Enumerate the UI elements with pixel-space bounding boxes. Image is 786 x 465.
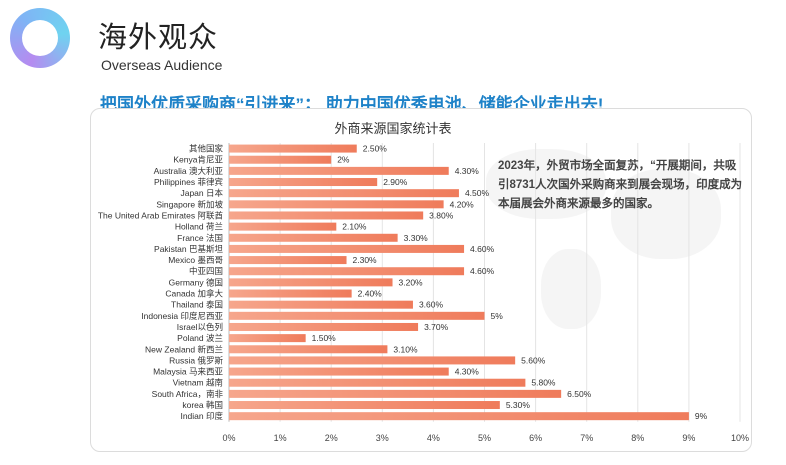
world-map-watermark-icon (541, 249, 601, 329)
data-label: 2.30% (353, 255, 378, 265)
bar (229, 256, 347, 265)
x-tick-label: 9% (682, 433, 695, 443)
bar (229, 178, 378, 187)
category-label: Pakistan 巴基斯坦 (154, 244, 223, 254)
data-label: 4.50% (465, 188, 490, 198)
data-label: 9% (695, 411, 708, 421)
data-label: 3.10% (393, 344, 418, 354)
x-tick-label: 6% (529, 433, 542, 443)
data-label: 1.50% (312, 333, 337, 343)
data-label: 4.60% (470, 266, 495, 276)
bar (229, 200, 444, 209)
data-label: 2.40% (358, 289, 383, 299)
bar (229, 300, 413, 309)
category-label: Germany 德国 (169, 277, 223, 287)
x-tick-label: 0% (222, 433, 235, 443)
bar (229, 233, 398, 242)
category-label: Malaysia 马来西亚 (153, 367, 223, 377)
data-label: 6.50% (567, 389, 592, 399)
category-label: 中亚四国 (189, 266, 223, 276)
bar (229, 189, 459, 198)
category-label: Indian 印度 (180, 411, 223, 421)
bar (229, 222, 337, 231)
data-label: 2.90% (383, 177, 408, 187)
category-label: 其他国家 (189, 144, 224, 154)
world-map-watermark-icon (611, 169, 721, 259)
data-label: 4.30% (455, 166, 480, 176)
bar (229, 356, 516, 365)
category-label: Mexico 墨西哥 (168, 255, 223, 265)
page-subtitle: Overseas Audience (101, 57, 223, 73)
category-label: Indonesia 印度尼西亚 (141, 311, 223, 321)
category-label: Singapore 新加坡 (156, 199, 223, 209)
bar (229, 155, 332, 164)
x-tick-label: 3% (376, 433, 389, 443)
data-label: 4.20% (450, 199, 475, 209)
category-label: New Zealand 新西兰 (145, 344, 223, 354)
data-label: 2.10% (342, 222, 367, 232)
category-label: Poland 波兰 (177, 333, 223, 343)
category-label: Philippines 菲律宾 (154, 177, 223, 187)
data-label: 4.60% (470, 244, 495, 254)
bar (229, 367, 449, 376)
bar (229, 267, 465, 276)
category-label: Australia 澳大利亚 (154, 166, 224, 176)
data-label: 3.70% (424, 322, 449, 332)
x-tick-label: 5% (478, 433, 491, 443)
category-label: Israel以色列 (177, 322, 223, 332)
x-tick-label: 1% (274, 433, 287, 443)
x-tick-label: 2% (325, 433, 338, 443)
world-map-watermark-icon (486, 149, 606, 219)
data-label: 3.30% (404, 233, 429, 243)
x-tick-label: 7% (580, 433, 593, 443)
summary-note: 2023年，外贸市场全面复苏，“开展期间，共吸引8731人次国外采购商来到展会现… (498, 160, 743, 210)
bar (229, 278, 393, 287)
data-label: 3.80% (429, 210, 454, 220)
category-label: Canada 加拿大 (165, 289, 223, 299)
category-label: The United Arab Emirates 阿联酋 (98, 210, 224, 220)
data-label: 5.80% (531, 378, 556, 388)
bar (229, 289, 352, 298)
data-label: 5.60% (521, 355, 546, 365)
data-label: 3.60% (419, 300, 444, 310)
category-label: South Africa，南非 (152, 389, 224, 399)
bar (229, 322, 419, 331)
category-label: Vietnam 越南 (173, 378, 223, 388)
category-label: Holland 荷兰 (175, 222, 223, 232)
bar (229, 412, 689, 421)
bar (229, 401, 500, 410)
bar (229, 334, 306, 343)
bar (229, 244, 465, 253)
chart-card (90, 108, 752, 452)
bar (229, 389, 562, 398)
bar (229, 345, 388, 354)
page-title: 海外观众 (98, 22, 219, 54)
logo-ring-icon (10, 8, 70, 68)
bar (229, 311, 485, 320)
bar (229, 211, 424, 220)
bar (229, 378, 526, 387)
data-label: 4.30% (455, 367, 480, 377)
bar (229, 166, 449, 175)
category-label: Japan 日本 (180, 188, 223, 198)
data-label: 5.30% (506, 400, 531, 410)
data-label: 5% (491, 311, 504, 321)
x-tick-label: 8% (631, 433, 644, 443)
x-tick-label: 10% (731, 433, 749, 443)
category-label: France 法国 (177, 233, 223, 243)
category-label: Thailand 泰国 (171, 300, 223, 310)
category-label: Kenya肯尼亚 (173, 155, 223, 165)
chart-title: 外商来源国家统计表 (334, 121, 452, 136)
data-label: 2% (337, 155, 350, 165)
x-tick-label: 4% (427, 433, 440, 443)
data-label: 2.50% (363, 144, 388, 154)
category-label: korea 韩国 (182, 400, 223, 410)
data-label: 3.20% (399, 277, 424, 287)
category-label: Russia 俄罗斯 (169, 355, 223, 365)
bar (229, 144, 357, 153)
